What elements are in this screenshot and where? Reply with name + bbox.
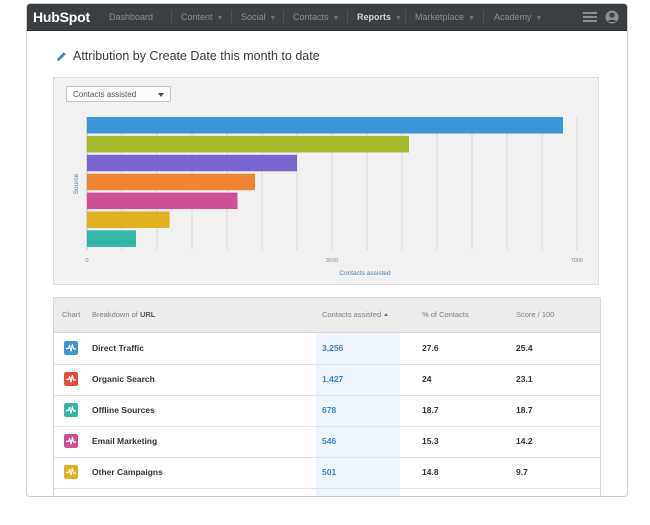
row-pct-contacts: 14.8 xyxy=(422,467,439,477)
nav-item-dashboard[interactable]: Dashboard xyxy=(109,4,153,30)
bar[interactable] xyxy=(87,173,255,191)
nav-item-reports[interactable]: Reports ▼ xyxy=(357,4,402,30)
header-pct-contacts[interactable]: % of Contacts xyxy=(422,310,469,319)
nav-item-content[interactable]: Content ▼ xyxy=(181,4,223,30)
nav-item-label: Contacts xyxy=(293,12,329,22)
row-source[interactable]: Organic Search xyxy=(92,374,155,384)
nav-item-social[interactable]: Social ▼ xyxy=(241,4,276,30)
table-row-empty xyxy=(54,488,600,496)
row-score: 18.7 xyxy=(516,405,533,415)
hamburger-menu-icon[interactable] xyxy=(583,12,597,22)
chevron-down-icon: ▼ xyxy=(535,15,543,22)
nav-item-label: Dashboard xyxy=(109,12,154,22)
sorted-column-highlight xyxy=(316,333,400,496)
top-nav-bar: HubSpot Dashboard Content ▼ Social ▼ Contacts… xyxy=(27,4,627,31)
header-breakdown[interactable]: Breakdown of URL xyxy=(92,298,155,332)
report-title: Attribution by Create Date this month to… xyxy=(73,49,320,63)
row-pct-contacts: 18.7 xyxy=(422,405,439,415)
row-contacts-assisted[interactable]: 1,427 xyxy=(322,374,344,384)
bar-chart: 0 3500 7000 Contacts assisted Source xyxy=(73,117,583,277)
row-contacts-assisted[interactable]: 546 xyxy=(322,436,337,446)
bar[interactable] xyxy=(87,117,563,134)
chart-toggle-icon[interactable] xyxy=(64,434,78,448)
metric-select[interactable]: Contacts assisted xyxy=(66,86,171,102)
chevron-down-icon: ▼ xyxy=(332,15,340,22)
logo-text: HubSpot xyxy=(33,9,90,25)
row-source[interactable]: Other Campaigns xyxy=(92,467,163,477)
table-header: Chart Breakdown of URL Contacts assisted… xyxy=(54,298,600,333)
app-window: HubSpot Dashboard Content ▼ Social ▼ Contacts… xyxy=(26,3,628,497)
dropdown-arrow-icon xyxy=(158,93,164,97)
row-score: 25.4 xyxy=(516,343,533,353)
table-row[interactable]: Other Campaigns 501 14.8 9.7 xyxy=(54,457,600,489)
bar[interactable] xyxy=(87,211,170,229)
x-axis-label: Contacts assisted xyxy=(339,270,391,277)
nav-item-label: Marketplace xyxy=(415,12,465,22)
chevron-down-icon: ▼ xyxy=(269,15,277,22)
table-row[interactable]: Organic Search 1,427 24 23.1 xyxy=(54,364,600,396)
sort-ascending-icon xyxy=(384,313,389,316)
chart-panel: Contacts assisted 0 3500 7000 Contacts assi… xyxy=(53,77,599,285)
nav-separator xyxy=(347,10,348,24)
header-breakdown-key: URL xyxy=(139,310,156,319)
row-source[interactable]: Offline Sources xyxy=(92,405,155,415)
nav-item-academy[interactable]: Academy ▼ xyxy=(494,4,542,30)
table-row[interactable]: Direct Traffic 3,256 27.6 25.4 xyxy=(54,333,600,365)
hubspot-logo[interactable]: HubSpot xyxy=(33,7,90,27)
header-chart: Chart xyxy=(62,310,81,319)
header-breakdown-prefix: Breakdown of xyxy=(92,310,138,319)
chart-toggle-icon[interactable] xyxy=(64,403,78,417)
row-contacts-assisted[interactable]: 678 xyxy=(322,405,337,415)
row-score: 9.7 xyxy=(516,467,528,477)
metric-select-value: Contacts assisted xyxy=(73,90,137,99)
chevron-down-icon: ▼ xyxy=(216,15,224,22)
nav-item-label: Reports xyxy=(357,12,392,22)
row-score: 14.2 xyxy=(516,436,533,446)
nav-separator xyxy=(483,10,484,24)
bar[interactable] xyxy=(87,192,238,210)
nav-separator xyxy=(405,10,406,24)
row-pct-contacts: 15.3 xyxy=(422,436,439,446)
header-score[interactable]: Score / 100 xyxy=(516,310,555,319)
chevron-down-icon: ▼ xyxy=(468,15,475,22)
row-source[interactable]: Email Marketing xyxy=(92,436,158,446)
breakdown-table: Chart Breakdown of URL Contacts assisted… xyxy=(53,297,601,496)
bar[interactable] xyxy=(87,230,136,247)
y-axis-label: Source xyxy=(73,173,80,194)
nav-separator xyxy=(283,10,284,24)
nav-item-contacts[interactable]: Contacts ▼ xyxy=(293,4,339,30)
nav-separator xyxy=(171,10,172,24)
x-tick-label: 3500 xyxy=(326,258,338,264)
chevron-down-icon: ▼ xyxy=(395,15,402,22)
row-contacts-assisted[interactable]: 3,256 xyxy=(322,343,344,353)
nav-item-label: Content xyxy=(181,12,213,22)
table-row[interactable]: Email Marketing 546 15.3 14.2 xyxy=(54,426,600,458)
x-tick-label: 0 xyxy=(85,258,88,264)
row-pct-contacts: 27.6 xyxy=(422,343,439,353)
row-source[interactable]: Direct Traffic xyxy=(92,343,144,353)
header-contacts-assisted[interactable]: Contacts assisted xyxy=(322,298,389,332)
nav-separator xyxy=(231,10,232,24)
table-row[interactable]: Offline Sources 678 18.7 18.7 xyxy=(54,395,600,427)
nav-item-label: Academy xyxy=(494,12,532,22)
chart-toggle-icon[interactable] xyxy=(64,372,78,386)
row-pct-contacts: 24 xyxy=(422,374,432,384)
header-contacts-assisted-label: Contacts assisted xyxy=(322,310,382,319)
chart-toggle-icon[interactable] xyxy=(64,465,78,479)
nav-item-marketplace[interactable]: Marketplace ▼ xyxy=(415,4,475,30)
bar[interactable] xyxy=(87,154,297,172)
bar[interactable] xyxy=(87,135,409,153)
row-score: 23.1 xyxy=(516,374,533,384)
chart-toggle-icon[interactable] xyxy=(64,341,78,355)
x-tick-label: 7000 xyxy=(571,258,583,264)
user-profile-icon[interactable] xyxy=(605,10,619,24)
edit-pencil-icon[interactable] xyxy=(56,51,67,62)
row-contacts-assisted[interactable]: 501 xyxy=(322,467,337,477)
nav-item-label: Social xyxy=(241,12,266,22)
